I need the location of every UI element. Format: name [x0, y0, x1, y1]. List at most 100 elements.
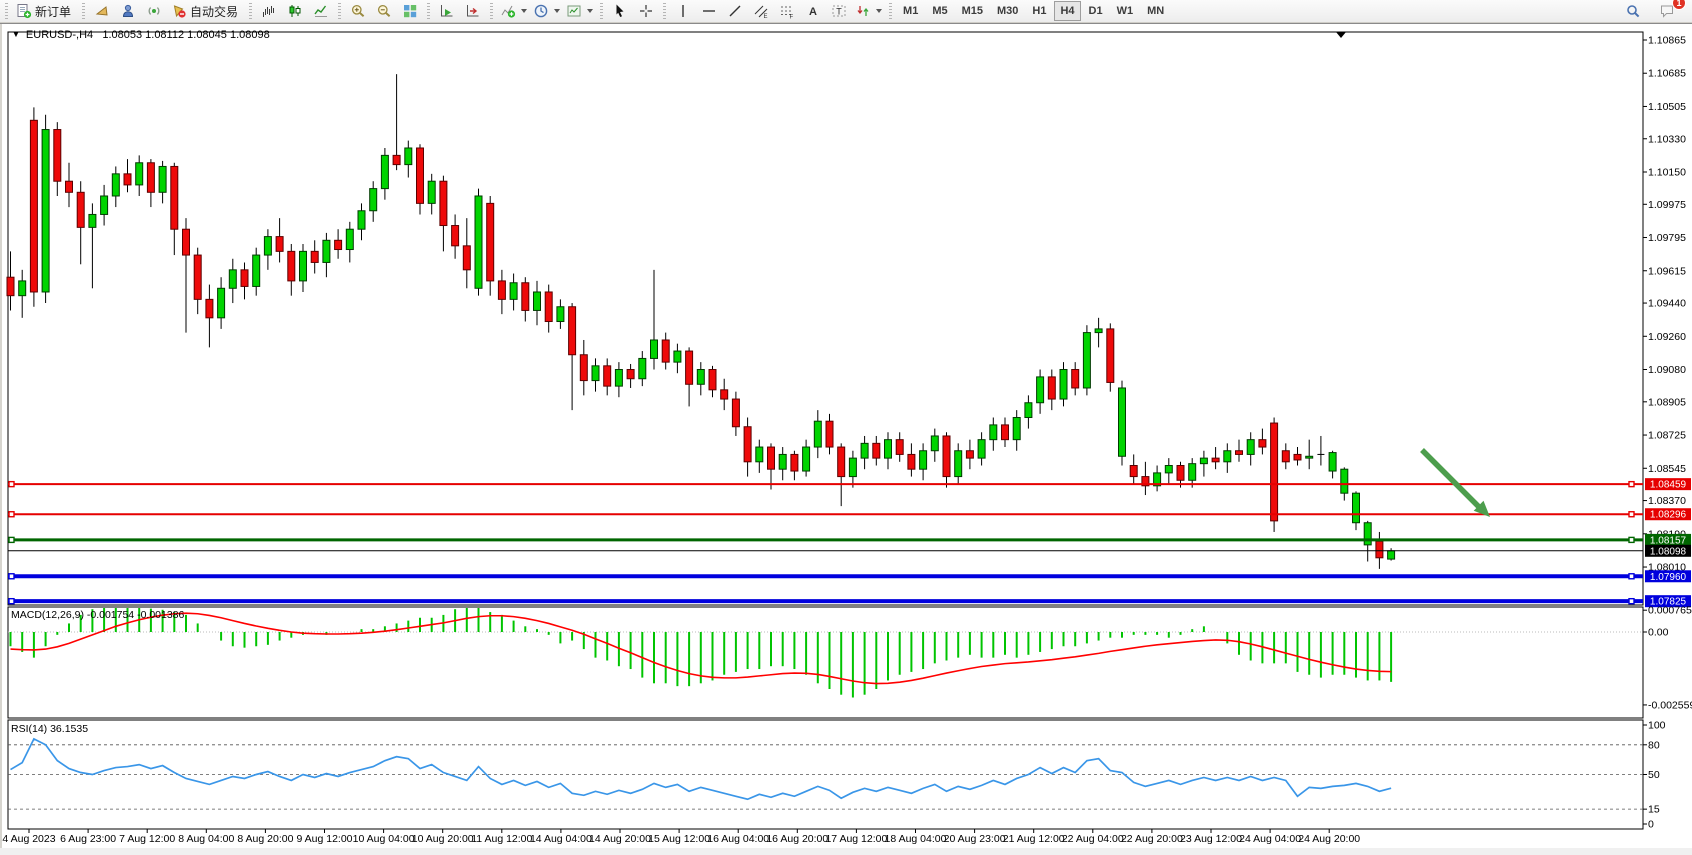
candle-body [1176, 465, 1185, 481]
toolbar-grip[interactable] [889, 3, 893, 19]
crosshair-button[interactable] [633, 0, 659, 22]
candle-body [1340, 468, 1349, 494]
arrows-button[interactable] [852, 0, 885, 22]
ticks-button[interactable] [89, 0, 115, 22]
candle-body [813, 420, 822, 448]
candlestick-chart-button[interactable] [282, 0, 308, 22]
rsi-indicator-label: RSI(14) 36.1535 [11, 723, 89, 735]
line-chart-button[interactable] [308, 0, 334, 22]
trendline-button[interactable] [722, 0, 748, 22]
vertical-line-button[interactable] [670, 0, 696, 22]
timeframe-h1-button[interactable]: H1 [1032, 5, 1047, 17]
candle-body [404, 147, 413, 166]
candle-body [486, 202, 495, 282]
svg-text:23 Aug 12:00: 23 Aug 12:00 [1180, 833, 1242, 845]
hline-handle[interactable] [1628, 536, 1635, 544]
text-button[interactable]: A [800, 0, 826, 22]
signals-icon [148, 7, 160, 15]
signals-button[interactable] [141, 0, 167, 22]
candle-body [392, 154, 401, 166]
dropdown-caret-icon[interactable] [554, 9, 561, 13]
timeframe-m15-button[interactable]: M15 [961, 5, 983, 17]
tile-windows-button[interactable] [397, 0, 423, 22]
chart-shift-marker[interactable] [1336, 32, 1346, 38]
hline-handle[interactable] [8, 597, 15, 605]
periods-button[interactable] [530, 0, 563, 22]
toolbar-grip[interactable] [663, 3, 667, 19]
chart-shift-button[interactable] [460, 0, 486, 22]
candle-body [603, 365, 612, 387]
community-button[interactable] [115, 0, 141, 22]
timeframe-m5-button[interactable]: M5 [932, 5, 948, 17]
svg-text:1.08905: 1.08905 [1648, 396, 1686, 408]
svg-text:21 Aug 12:00: 21 Aug 12:00 [1003, 833, 1065, 845]
hline-handle[interactable] [1628, 597, 1635, 605]
timeframe-d1-button[interactable]: D1 [1088, 5, 1103, 17]
price-label: 1.08098 [1650, 546, 1687, 557]
candle-body [322, 239, 331, 263]
fibonacci-button[interactable]: F [774, 0, 800, 22]
svg-text:11 Aug 12:00: 11 Aug 12:00 [471, 833, 532, 845]
text-label-button[interactable]: T [826, 0, 852, 22]
templates-button[interactable] [563, 0, 596, 22]
dropdown-caret-icon[interactable] [587, 9, 594, 13]
hline-handle[interactable] [8, 536, 15, 544]
candle-body [88, 213, 97, 228]
equidistant-channel-button[interactable]: E [748, 0, 774, 22]
hline-handle[interactable] [1628, 480, 1635, 488]
candle-body [790, 453, 799, 472]
svg-text:24 Aug 04:00: 24 Aug 04:00 [1239, 833, 1301, 845]
price-axis: 1.10865 1.10685 1.10505 1.10330 1.10150 1.099… [1643, 35, 1686, 574]
price-chart[interactable]: 1.10865 1.10685 1.10505 1.10330 1.10150 1.099… [0, 24, 1692, 855]
candle-body [743, 426, 752, 463]
toolbar-grip[interactable] [600, 3, 604, 19]
chevron-down-icon[interactable]: ▼ [12, 30, 20, 39]
dropdown-caret-icon[interactable] [876, 9, 883, 13]
timeframe-h4-button[interactable]: H4 [1054, 1, 1081, 21]
svg-text:10 Aug 20:00: 10 Aug 20:00 [412, 833, 474, 845]
hline-handle[interactable] [8, 480, 15, 488]
timeframe-w1-button[interactable]: W1 [1116, 5, 1134, 17]
search-button[interactable] [1620, 0, 1646, 22]
candle-body [919, 450, 928, 470]
candles [6, 74, 1396, 569]
hline-handle[interactable] [8, 573, 15, 580]
svg-text:16 Aug 04:00: 16 Aug 04:00 [707, 833, 769, 845]
bar-chart-button[interactable] [256, 0, 282, 22]
auto-scroll-button[interactable] [434, 0, 460, 22]
svg-text:22 Aug 04:00: 22 Aug 04:00 [1062, 833, 1124, 845]
candle-body [650, 339, 658, 359]
candle-body [1188, 463, 1197, 481]
cursor-button[interactable] [607, 0, 633, 22]
toolbar-grip[interactable] [490, 3, 494, 19]
timeframe-m30-button[interactable]: M30 [997, 5, 1019, 17]
notifications-button[interactable]: 1 [1654, 0, 1686, 22]
toolbar-grip[interactable] [249, 3, 253, 19]
svg-text:10 Aug 04:00: 10 Aug 04:00 [353, 833, 415, 845]
autotrading-button[interactable]: 自动交易 [167, 0, 245, 22]
toolbar-grip[interactable] [427, 3, 431, 19]
svg-text:1.09615: 1.09615 [1648, 265, 1686, 277]
new-order-button[interactable]: 新订单 [12, 0, 78, 22]
candle-body [1106, 328, 1115, 383]
zoom-out-button[interactable] [371, 0, 397, 22]
svg-text:F: F [790, 15, 794, 20]
candle-body [310, 250, 319, 263]
hline-handle[interactable] [8, 511, 15, 518]
hline-handle[interactable] [1628, 573, 1635, 580]
timeframe-m1-button[interactable]: M1 [903, 5, 919, 17]
indicators-button[interactable] [497, 0, 530, 22]
toolbar-grip[interactable] [338, 3, 342, 19]
candle-body [123, 173, 132, 186]
horizontal-line-button[interactable] [696, 0, 722, 22]
toolbar-grip[interactable] [82, 3, 86, 19]
hline-handle[interactable] [1628, 511, 1635, 518]
down-arrow-annotation[interactable] [1420, 448, 1490, 517]
zoom-in-button[interactable] [345, 0, 371, 22]
timeframe-mn-button[interactable]: MN [1147, 5, 1165, 17]
svg-text:0: 0 [1648, 819, 1654, 831]
toolbar-grip[interactable] [5, 3, 8, 19]
dropdown-caret-icon[interactable] [521, 9, 528, 13]
svg-text:24 Aug 20:00: 24 Aug 20:00 [1298, 833, 1360, 845]
